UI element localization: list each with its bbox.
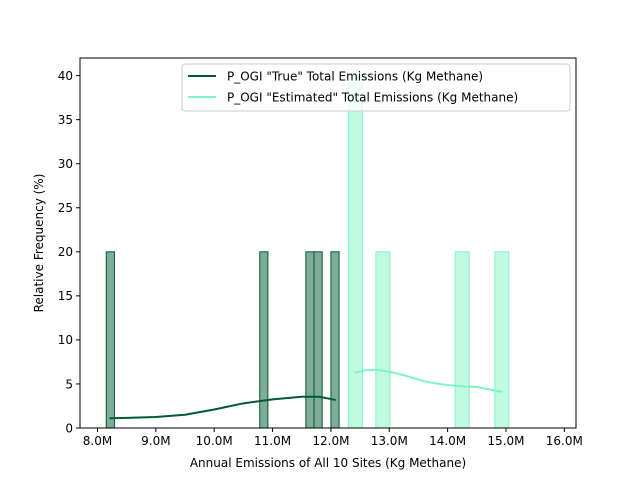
y-tick-label: 10 [58,333,73,347]
histogram-bar-s1-1 [375,251,391,429]
histogram-bar-s1-3 [494,251,510,429]
x-tick-label: 11.0M [254,434,291,448]
x-tick-label: 10.0M [196,434,233,448]
x-axis-label: Annual Emissions of All 10 Sites (Kg Met… [190,456,466,470]
histogram-bar-s0-0 [105,251,115,429]
kde-line-s1 [354,368,503,393]
histogram-bars [105,75,510,429]
legend-label-estimated: P_OGI "Estimated" Total Emissions (Kg Me… [227,91,518,105]
y-tick-label: 30 [58,157,73,171]
legend: P_OGI "True" Total Emissions (Kg Methane… [181,63,571,112]
plot-frame [79,57,577,429]
x-tick-label: 15.0M [487,434,524,448]
y-tick-label: 35 [58,113,73,127]
histogram-bar-s1-0 [347,75,363,429]
kde-lines [109,368,503,420]
y-tick-label: 5 [65,377,73,391]
y-tick-label: 40 [58,69,73,83]
y-tick-label: 15 [58,289,73,303]
histogram-bar-s0-4 [330,251,340,429]
kde-line-s0 [109,395,336,420]
x-tick-label: 14.0M [429,434,466,448]
y-tick-label: 0 [65,421,73,435]
histogram-bar-s1-2 [454,251,470,429]
x-tick-label: 13.0M [371,434,408,448]
x-tick-label: 8.0M [83,434,112,448]
histogram-bar-s0-3 [313,251,323,429]
x-tick-label: 9.0M [141,434,170,448]
legend-box [181,63,571,112]
x-axis-ticks: 8.0M 9.0M 10.0M 11.0M 12.0M 13.0M 14.0M 15.0M 16… [83,428,583,448]
x-tick-label: 12.0M [312,434,349,448]
y-axis-ticks: 0 5 10 15 20 25 30 35 40 [58,69,80,435]
y-tick-label: 20 [58,245,73,259]
legend-label-true: P_OGI "True" Total Emissions (Kg Methane… [227,70,483,84]
x-tick-label: 16.0M [546,434,583,448]
y-tick-label: 25 [58,201,73,215]
y-axis-label: Relative Frequency (%) [32,174,46,313]
histogram-bar-s0-2 [305,251,315,429]
